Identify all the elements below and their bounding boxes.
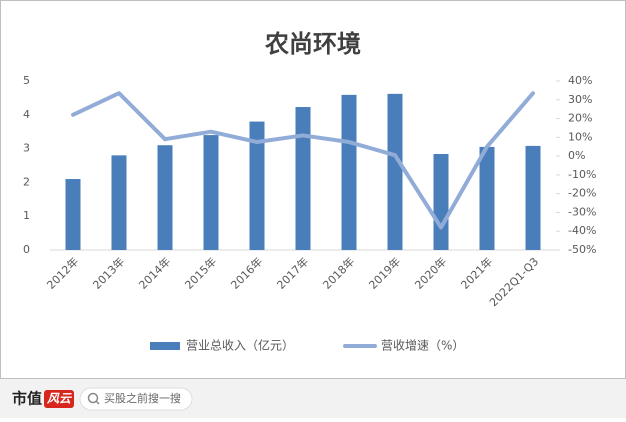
- y2-tick-label: -10%: [568, 168, 596, 181]
- y-tick-label: 2: [23, 175, 30, 188]
- bar: [157, 145, 173, 250]
- y2-tick-label: 10%: [568, 130, 592, 143]
- search-icon-handle: [95, 400, 100, 405]
- y2-tick-label: 20%: [568, 112, 592, 125]
- bar: [433, 154, 449, 250]
- y2-tick-label: -40%: [568, 224, 596, 237]
- chart-frame: [0, 0, 626, 379]
- bar: [249, 121, 265, 250]
- y-tick-label: 1: [23, 209, 30, 222]
- legend-label: 营业总收入（亿元）: [186, 338, 294, 353]
- legend-label: 营收增速（%）: [381, 339, 464, 353]
- y-tick-label: 5: [23, 74, 30, 87]
- search-box[interactable]: [79, 387, 193, 411]
- y-tick-label: 0: [23, 243, 30, 256]
- search-icon: [87, 392, 99, 404]
- bar: [111, 155, 127, 250]
- bar: [65, 179, 81, 250]
- y2-tick-label: -50%: [568, 243, 596, 256]
- y2-tick-label: -30%: [568, 205, 596, 218]
- search-text[interactable]: 买股之前搜一搜: [104, 391, 181, 405]
- footer-brand-mark: 风云: [47, 392, 73, 406]
- y-tick-label: 4: [23, 108, 30, 121]
- y2-tick-label: 30%: [568, 93, 592, 106]
- line: [71, 91, 535, 230]
- chart-title: 农尚环境: [264, 30, 361, 58]
- bar: [295, 107, 311, 250]
- bar: [203, 135, 219, 250]
- legend-swatch: [150, 342, 180, 350]
- bar: [387, 93, 403, 251]
- brand-mark-bg: [44, 390, 74, 408]
- footer-brand: 市值: [12, 390, 42, 408]
- y2-tick-label: 40%: [568, 74, 592, 87]
- bar: [525, 145, 541, 250]
- y2-tick-label: 0%: [568, 149, 585, 162]
- bar: [341, 94, 357, 250]
- bar: [479, 146, 495, 250]
- y-tick-label: 3: [23, 142, 30, 155]
- y2-tick-label: -20%: [568, 187, 596, 200]
